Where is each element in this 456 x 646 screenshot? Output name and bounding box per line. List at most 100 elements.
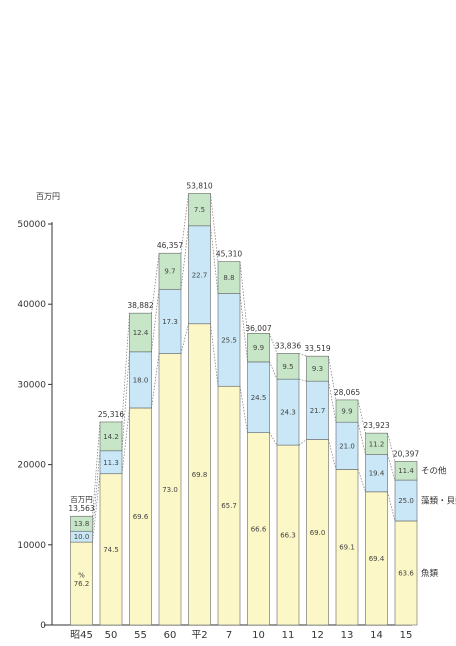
connector-line <box>357 399 366 434</box>
connector-line <box>328 356 337 400</box>
segment-label: 21.0 <box>339 442 355 450</box>
connector-line <box>151 353 160 409</box>
category-label: 12 <box>311 630 324 641</box>
segment-label: 24.3 <box>280 409 296 417</box>
segment-label: 24.5 <box>251 394 267 402</box>
y-tick-label: 10000 <box>17 541 46 551</box>
bars <box>70 193 418 626</box>
category-label: 14 <box>370 630 383 641</box>
connector-line <box>269 333 278 354</box>
segment-label: 69.0 <box>310 529 326 537</box>
legend-label: 魚類 <box>421 568 439 579</box>
segment-label: 9.7 <box>164 268 175 276</box>
bar-segment <box>365 432 388 455</box>
connector-line <box>387 491 396 522</box>
bar-segment <box>158 252 182 290</box>
segment-label: 69.1 <box>339 544 355 552</box>
legend-label: 藻類・貝類 <box>421 496 456 507</box>
y-axis-unit-label: 百万円 <box>36 192 60 201</box>
segment-label: 11.3 <box>103 459 119 467</box>
bar-segment <box>129 312 152 353</box>
connector-line <box>210 323 219 387</box>
connector-line <box>387 454 396 481</box>
bar-segment <box>306 355 329 382</box>
connector-line <box>357 422 366 455</box>
connector-line <box>387 433 396 462</box>
legend-label: その他 <box>421 466 447 477</box>
category-label: 15 <box>400 630 413 641</box>
total-label: 38,882 <box>127 301 153 310</box>
category-label: 11 <box>282 630 295 641</box>
connector-line <box>328 381 337 423</box>
segment-label: 17.3 <box>162 318 178 326</box>
total-label: 23,923 <box>363 421 389 430</box>
segment-label: 63.6 <box>398 569 414 577</box>
connector-line <box>298 353 307 357</box>
connector-line <box>151 253 160 314</box>
segment-label: 9.9 <box>253 344 264 352</box>
y-tick-label: 30000 <box>17 380 46 390</box>
total-label: 36,007 <box>245 324 271 333</box>
connector-line <box>239 386 248 433</box>
percent-sign-label: % <box>78 572 85 580</box>
y-tick-label: 0 <box>40 621 46 631</box>
total-label: 33,836 <box>275 342 301 351</box>
segment-label: 18.0 <box>133 376 149 384</box>
segment-label: 19.4 <box>369 470 385 478</box>
y-tick-label: 50000 <box>17 220 46 230</box>
connector-line <box>298 378 307 382</box>
category-label: 60 <box>164 630 177 641</box>
segment-label: 10.0 <box>74 533 90 541</box>
segment-label: 9.9 <box>341 408 352 416</box>
segment-label: 66.6 <box>251 525 267 533</box>
segment-label: 25.5 <box>221 336 237 344</box>
legend: 魚類 藻類・貝類 その他 <box>421 466 456 579</box>
segment-label: 76.2 <box>74 580 90 588</box>
connector-line <box>180 193 189 254</box>
first-bar-unit-label: 百万円 <box>70 495 93 504</box>
bar-segment <box>335 399 359 423</box>
total-label: 53,810 <box>186 181 212 190</box>
total-label: 25,316 <box>98 410 124 419</box>
connector-line <box>151 289 160 352</box>
y-tick-label: 40000 <box>17 300 46 310</box>
segment-label: 9.3 <box>312 365 323 373</box>
connector-line <box>269 361 278 380</box>
total-label: 46,357 <box>157 241 183 250</box>
segment-label: 21.7 <box>310 407 326 415</box>
segment-label: 73.0 <box>162 486 178 494</box>
segment-label: 13.8 <box>74 520 90 528</box>
category-label: 13 <box>341 630 354 641</box>
segment-label: 69.4 <box>369 555 385 563</box>
category-label: 昭45 <box>70 629 93 641</box>
bar-segment <box>247 333 270 363</box>
bar-segment <box>99 421 123 452</box>
segment-label: 74.5 <box>103 546 119 554</box>
bar-segment <box>188 193 211 227</box>
segment-label: 22.7 <box>192 271 208 279</box>
segment-label: 66.3 <box>280 532 296 540</box>
segment-label: 9.5 <box>282 363 293 371</box>
category-label: 55 <box>134 630 147 641</box>
total-label: 28,065 <box>334 388 360 397</box>
connector-line <box>210 225 219 294</box>
connector-line <box>239 293 248 362</box>
segment-label: 7.5 <box>194 206 205 214</box>
connector-line <box>180 225 189 290</box>
connector-line <box>121 407 130 474</box>
category-label: 10 <box>252 630 265 641</box>
y-tick-label: 20000 <box>17 461 46 471</box>
bar-segment <box>394 461 418 481</box>
connector-line <box>298 439 307 446</box>
connector-line <box>357 469 366 492</box>
category-label: 7 <box>226 630 232 641</box>
segment-label: 12.4 <box>133 329 149 337</box>
segment-label: 69.8 <box>192 471 208 479</box>
connector-line <box>269 432 278 446</box>
connector-line <box>210 193 219 262</box>
connector-line <box>92 450 101 532</box>
connector-line <box>239 261 248 334</box>
total-label: 45,310 <box>216 250 242 259</box>
connector-line <box>180 323 189 354</box>
